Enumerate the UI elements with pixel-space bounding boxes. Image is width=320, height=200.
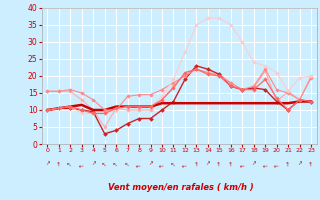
- Text: ↗: ↗: [90, 161, 97, 167]
- Text: ↗: ↗: [68, 162, 73, 166]
- Text: ↗: ↗: [194, 162, 199, 166]
- Text: ↗: ↗: [124, 161, 131, 167]
- Text: ↗: ↗: [45, 162, 50, 166]
- Text: ↗: ↗: [250, 161, 257, 167]
- Text: ↗: ↗: [262, 161, 268, 167]
- Text: ↗: ↗: [308, 161, 315, 167]
- Text: ↗: ↗: [55, 161, 62, 167]
- Text: ↗: ↗: [239, 161, 246, 167]
- Text: ↗: ↗: [159, 161, 165, 167]
- Text: ↗: ↗: [171, 162, 176, 166]
- Text: ↗: ↗: [78, 161, 85, 167]
- Text: ↗: ↗: [228, 162, 233, 166]
- Text: ↗: ↗: [204, 161, 211, 167]
- Text: ↗: ↗: [297, 162, 302, 166]
- Text: ↗: ↗: [136, 161, 142, 167]
- Text: ↗: ↗: [285, 161, 292, 167]
- Text: ↗: ↗: [181, 161, 188, 167]
- Text: ↗: ↗: [274, 162, 279, 166]
- Text: Vent moyen/en rafales ( km/h ): Vent moyen/en rafales ( km/h ): [108, 183, 254, 192]
- Text: ↗: ↗: [113, 161, 120, 167]
- Text: ↗: ↗: [102, 162, 107, 166]
- Text: ↗: ↗: [217, 162, 222, 166]
- Text: ↗: ↗: [148, 162, 153, 166]
